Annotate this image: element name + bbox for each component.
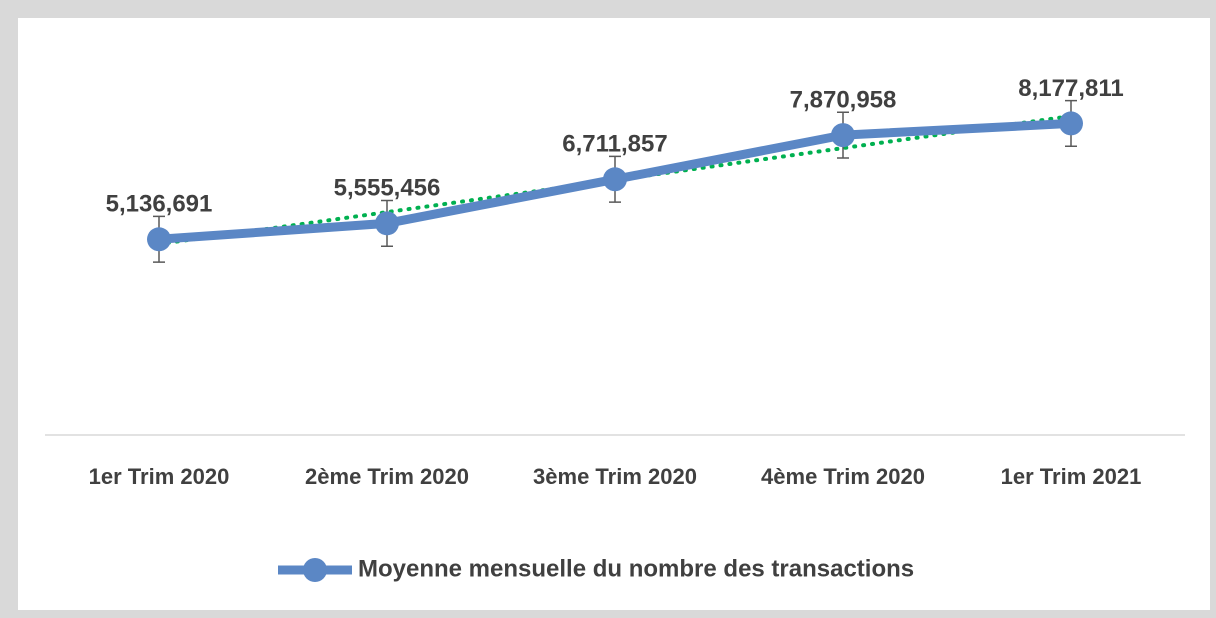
x-tick-label: 3ème Trim 2020 — [533, 464, 697, 489]
marker — [1059, 111, 1083, 136]
x-tick-label: 1er Trim 2020 — [89, 464, 230, 489]
x-tick-label: 2ème Trim 2020 — [305, 464, 469, 489]
data-label: 7,870,958 — [790, 86, 897, 113]
legend-marker — [303, 558, 327, 582]
data-label: 8,177,811 — [1018, 75, 1123, 102]
data-label: 5,555,456 — [334, 175, 441, 202]
data-label: 5,136,691 — [106, 191, 213, 218]
marker — [147, 227, 171, 252]
marker — [603, 167, 627, 192]
x-tick-label: 4ème Trim 2020 — [761, 464, 925, 489]
data-label: 6,711,857 — [562, 131, 667, 158]
legend-label: Moyenne mensuelle du nombre des transact… — [358, 555, 914, 582]
marker — [831, 123, 855, 148]
x-tick-label: 1er Trim 2021 — [1001, 464, 1142, 489]
marker — [375, 211, 399, 236]
plot-background — [18, 18, 1210, 610]
